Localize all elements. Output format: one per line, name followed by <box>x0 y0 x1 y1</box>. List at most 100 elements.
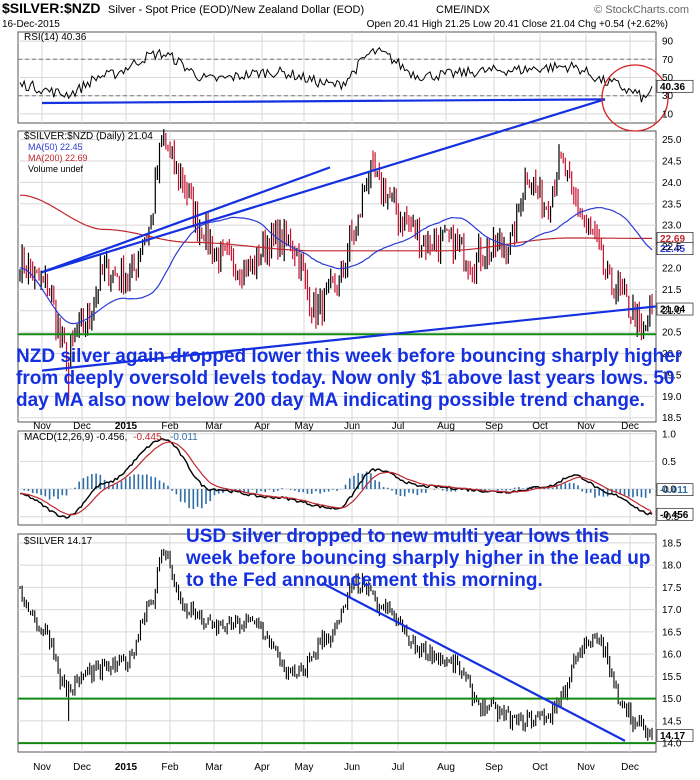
macd-hist-bar <box>365 471 368 490</box>
macd-hist-bar <box>302 489 305 493</box>
macd-hist-bar <box>589 489 592 493</box>
macd-hist-bar <box>243 489 245 494</box>
macd-hist-bar <box>57 489 59 500</box>
month-label: Nov <box>577 762 595 773</box>
price-tick-label: 24.0 <box>662 178 682 189</box>
rsi-value-tag <box>656 79 694 93</box>
macd-hist-bar <box>560 485 562 490</box>
volume-legend: Volume undef <box>28 164 84 174</box>
usd-title: $SILVER 14.17 <box>24 536 93 547</box>
macd-title: MACD(12,26,9) -0.456, -0.445, -0.011 <box>24 432 198 443</box>
price-tick-label: 18.5 <box>662 413 682 424</box>
macd-hist-bar <box>95 473 97 490</box>
macd-hist-bar <box>572 483 575 490</box>
chart-description: Silver - Spot Price (EOD)/New Zealand Do… <box>108 4 364 16</box>
macd-hist-bar <box>433 489 436 490</box>
month-label-mid: Jun <box>344 421 360 432</box>
macd-hist-bar <box>632 489 634 498</box>
macd-hist-bar <box>277 489 279 491</box>
macd-hist-bar <box>420 489 423 493</box>
price-tick-label: 25.0 <box>662 135 682 146</box>
month-label-mid: Dec <box>73 421 91 432</box>
macd-hist-bar <box>209 489 212 502</box>
macd-hist-bar <box>247 489 250 494</box>
macd-hist-bar <box>391 489 393 491</box>
rsi-tick-label: 10 <box>662 109 674 120</box>
macd-hist-bar <box>623 489 626 496</box>
macd-hist-bar <box>353 475 355 490</box>
macd-hist-bar <box>293 489 296 491</box>
usd-panel-frame <box>17 533 657 753</box>
month-label-mid: Nov <box>33 421 51 432</box>
macd-hist-bar <box>167 485 169 490</box>
nzd-lower-trendline <box>41 305 657 372</box>
macd-hist-bar <box>581 489 584 492</box>
macd-hist-bar <box>310 489 313 494</box>
oversold-circle <box>601 64 669 132</box>
month-label: May <box>295 762 314 773</box>
macd-hist-bar <box>44 489 47 497</box>
macd-hist-bar <box>192 489 195 510</box>
macd-hist-bar <box>577 485 579 490</box>
price-last-value-text: 21.04 <box>660 305 685 316</box>
macd-hist-bar <box>137 474 140 490</box>
usd-downtrend-line <box>321 581 626 742</box>
month-label: Nov <box>33 762 51 773</box>
usd-annotation: USD silver dropped to new multi year low… <box>186 526 651 591</box>
month-label-mid: Oct <box>532 421 548 432</box>
macd-hist-bar <box>408 489 410 493</box>
macd-hist-bar <box>513 487 516 490</box>
ma200-line <box>19 194 652 252</box>
month-label-mid: 2015 <box>115 421 138 432</box>
month-label-mid: Mar <box>205 421 223 432</box>
macd-hist-bar <box>289 489 292 490</box>
macd-hist-bar <box>374 480 376 490</box>
macd-hist-bar <box>446 489 448 492</box>
ma50-value-text: 22.45 <box>660 244 685 255</box>
macd-hist-bar <box>315 489 317 492</box>
macd-hist-bar <box>522 488 524 490</box>
price-tick-label: 21.0 <box>662 306 682 317</box>
chart-symbol: $SILVER:$NZD <box>2 0 101 16</box>
month-label: Dec <box>621 762 639 773</box>
macd-hist-bar <box>518 487 520 490</box>
macd-hist-bar <box>319 489 321 494</box>
rsi-title: RSI(14) 40.36 <box>24 32 87 43</box>
macd-hist-bar <box>564 483 567 490</box>
price-tick-label: 20.5 <box>662 328 682 339</box>
macd-hist-bar <box>31 489 34 494</box>
macd-title-prefix: MACD(12,26,9) -0.456, <box>24 432 127 443</box>
macd-hist-bar <box>509 489 512 491</box>
macd-hist-bar <box>649 489 651 494</box>
macd-hist-bar <box>179 489 182 502</box>
month-label-mid: Feb <box>161 421 179 432</box>
macd-hist-bar <box>107 482 110 490</box>
macd-hist-bar <box>611 489 613 494</box>
price-tick-label: 24.5 <box>662 156 682 167</box>
macd-hist-bar <box>454 489 457 492</box>
ma50-value-tag <box>656 242 694 255</box>
macd-hist-bar <box>585 489 588 494</box>
macd-hist-bar <box>344 484 347 490</box>
usd-tick-label: 14.0 <box>662 739 682 750</box>
macd-hist-bar <box>196 489 199 507</box>
month-label-mid: Apr <box>254 421 270 432</box>
price-title: $SILVER:$NZD (Daily) 21.04 <box>24 131 153 142</box>
macd-hist-bar <box>298 489 300 493</box>
macd-hist-bar <box>412 489 414 494</box>
macd-hist-bar <box>99 474 102 490</box>
macd-hist-bar <box>306 489 309 494</box>
month-label: Mar <box>205 762 223 773</box>
ma50-legend: MA(50) 22.45 <box>28 142 83 152</box>
usd-tick-label: 16.5 <box>662 627 682 638</box>
macd-hist-bar <box>171 489 173 491</box>
price-last-value-tag <box>656 302 694 316</box>
macd-hist-bar <box>272 489 275 492</box>
macd-last-value-text: -0.456 <box>660 510 689 521</box>
rsi-tick-label: 90 <box>662 37 674 48</box>
macd-hist-bar <box>200 489 203 509</box>
price-tick-label: 22.5 <box>662 242 682 253</box>
macd-hist-bar <box>162 482 165 490</box>
macd-hist-bar <box>450 489 452 492</box>
macd-hist-bar <box>53 489 55 497</box>
